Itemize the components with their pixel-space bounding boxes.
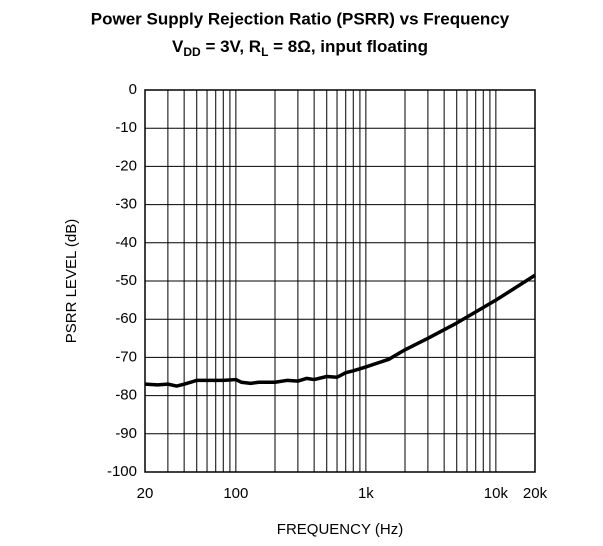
plot-frame — [144, 89, 536, 473]
subtitle-part: = 8Ω, input floating — [268, 37, 428, 56]
y-tick-label: -80 — [115, 387, 137, 404]
x-tick-label: 1k — [358, 485, 374, 502]
y-tick-label: -40 — [115, 234, 137, 251]
chart-subtitle: VDD = 3V, RL = 8Ω, input floating — [172, 37, 428, 59]
y-tick-label: -20 — [115, 157, 137, 174]
data-line — [144, 273, 536, 388]
x-tick-label: 20 — [137, 485, 154, 502]
chart-title: Power Supply Rejection Ratio (PSRR) vs F… — [91, 9, 510, 28]
y-tick-label: -70 — [115, 348, 137, 365]
y-tick-label: 0 — [129, 81, 137, 98]
y-tick-label: -10 — [115, 119, 137, 136]
subtitle-subscript: L — [261, 45, 268, 59]
x-tick-label: 10k — [484, 485, 509, 502]
subtitle-part: = 3V, R — [201, 37, 261, 56]
y-axis-label: PSRR LEVEL (dB) — [63, 219, 80, 344]
subtitle-part: V — [172, 37, 184, 56]
x-tick-label: 20k — [523, 485, 548, 502]
x-axis-label: FREQUENCY (Hz) — [277, 521, 403, 538]
x-tick-label: 100 — [223, 485, 248, 502]
subtitle-subscript: DD — [183, 45, 201, 59]
y-tick-label: -50 — [115, 272, 137, 289]
y-tick-label: -60 — [115, 310, 137, 327]
y-tick-label: -30 — [115, 196, 137, 213]
y-tick-label: -90 — [115, 425, 137, 442]
y-tick-label: -100 — [107, 463, 137, 480]
